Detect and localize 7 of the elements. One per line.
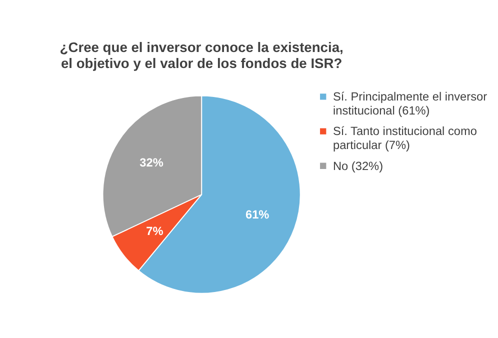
data-label: 7% (146, 224, 164, 238)
legend-label: No (32%) (332, 158, 384, 173)
chart-title: ¿Cree que el inversor conoce la existencia, el objetivo y el valor de los fondos de ISR? (60, 39, 344, 72)
data-label: 32% (140, 156, 164, 170)
legend-label: Sí. Principalmente el inversor institucional (61%) (332, 90, 488, 118)
legend-label: Sí. Tanto institucional como particular (7%) (332, 124, 478, 152)
data-label: 61% (245, 208, 270, 222)
